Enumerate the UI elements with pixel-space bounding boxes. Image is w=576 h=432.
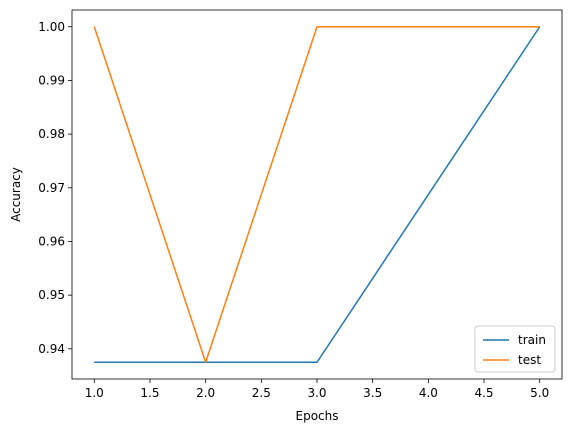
x-tick-label: 2.5 <box>252 386 271 400</box>
y-axis-ticks: 0.94 0.95 0.96 0.97 0.98 0.99 1.00 <box>38 20 72 356</box>
y-tick-label: 0.94 <box>38 342 65 356</box>
series-line-train <box>94 26 541 363</box>
legend: train test <box>474 325 556 373</box>
x-tick-label: 1.5 <box>140 386 159 400</box>
x-axis-ticks: 1.0 1.5 2.0 2.5 3.0 3.5 4.0 4.5 5.0 <box>85 379 549 400</box>
x-tick-label: 3.0 <box>307 386 326 400</box>
y-tick-label: 0.99 <box>38 73 65 87</box>
x-tick-label: 4.0 <box>419 386 438 400</box>
series-lines <box>93 26 541 363</box>
y-tick-label: 0.96 <box>38 234 65 248</box>
axes-frame <box>71 9 563 380</box>
legend-label-train: train <box>518 333 546 347</box>
x-tick-label: 5.0 <box>530 386 549 400</box>
legend-label-test: test <box>518 353 541 367</box>
y-tick-label: 1.00 <box>38 20 65 34</box>
x-tick-label: 4.5 <box>474 386 493 400</box>
y-tick-label: 0.97 <box>38 181 65 195</box>
y-tick-label: 0.95 <box>38 288 65 302</box>
x-tick-label: 1.0 <box>85 386 104 400</box>
x-axis-label: Epochs <box>296 409 339 423</box>
y-axis-label: Accuracy <box>9 167 23 222</box>
y-tick-label: 0.98 <box>38 127 65 141</box>
x-tick-label: 2.0 <box>196 386 215 400</box>
x-tick-label: 3.5 <box>363 386 382 400</box>
series-line-test <box>93 26 540 363</box>
